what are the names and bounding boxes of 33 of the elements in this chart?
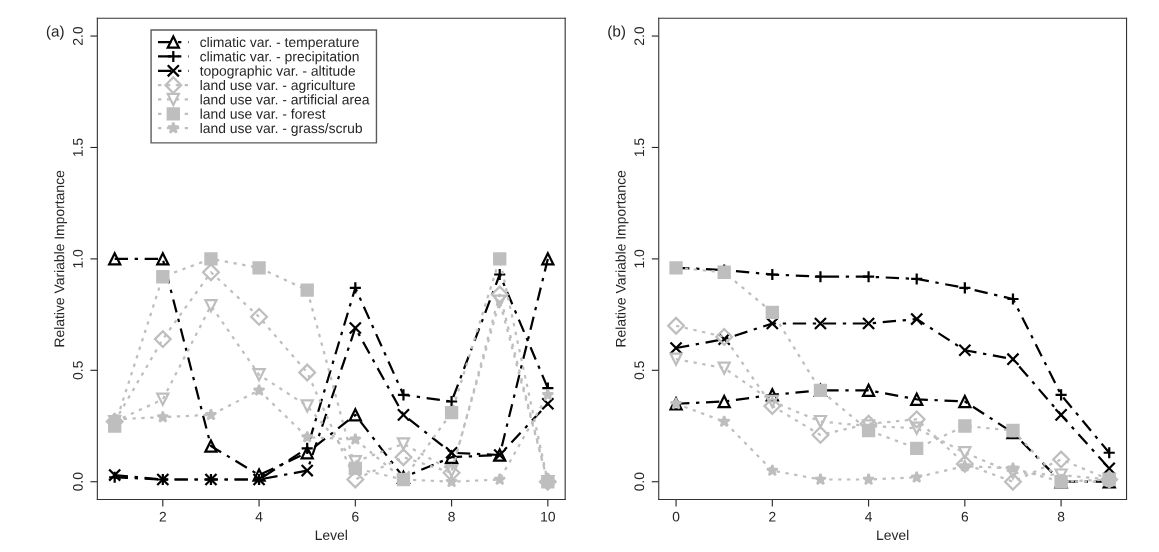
- legend-label: topographic var. - altitude: [199, 65, 356, 79]
- y-tick-label: 1.5: [73, 138, 83, 157]
- legend-label: climatic var. - temperature: [200, 36, 359, 50]
- x-tick-label: 4: [255, 511, 263, 522]
- y-tick-label: 2.0: [72, 26, 83, 45]
- x-tick-label: 6: [352, 511, 359, 522]
- legend-label: land use var. - grass/scrub: [200, 122, 362, 136]
- legend-label: land use var. - artificial area: [200, 94, 370, 105]
- x-axis-title: Level: [315, 529, 347, 541]
- y-tick-label: 1.5: [634, 138, 645, 157]
- x-tick-label: 8: [1057, 511, 1065, 522]
- x-tick-label: 8: [448, 511, 455, 522]
- y-tick-label: 0.0: [72, 472, 83, 491]
- y-axis-title: Relative Variable Importance: [615, 170, 629, 347]
- x-tick-label: 0: [672, 511, 680, 522]
- x-tick-label: 2: [159, 511, 166, 522]
- x-tick-label: 4: [865, 511, 873, 522]
- y-tick-label: 1.0: [72, 249, 83, 268]
- x-tick-label: 6: [961, 511, 969, 522]
- text: (a): [46, 25, 64, 40]
- x-tick-label: 10: [541, 511, 556, 522]
- legend-label: land use var. - forest: [200, 108, 326, 119]
- x-tick-label: 2: [769, 511, 776, 522]
- y-axis-title: Relative Variable Importance: [54, 170, 68, 347]
- legend-label: land use var. - agriculture: [200, 79, 356, 93]
- y-tick-label: 1.0: [634, 249, 645, 268]
- text: (b): [608, 25, 625, 40]
- x-axis-title: Level: [877, 529, 909, 541]
- y-tick-label: 0.5: [634, 361, 645, 380]
- y-tick-label: 0.5: [72, 361, 83, 380]
- y-tick-label: 0.0: [634, 472, 645, 491]
- legend-label: climatic var. - precipitation: [200, 51, 359, 65]
- y-tick-label: 2.0: [634, 26, 645, 45]
